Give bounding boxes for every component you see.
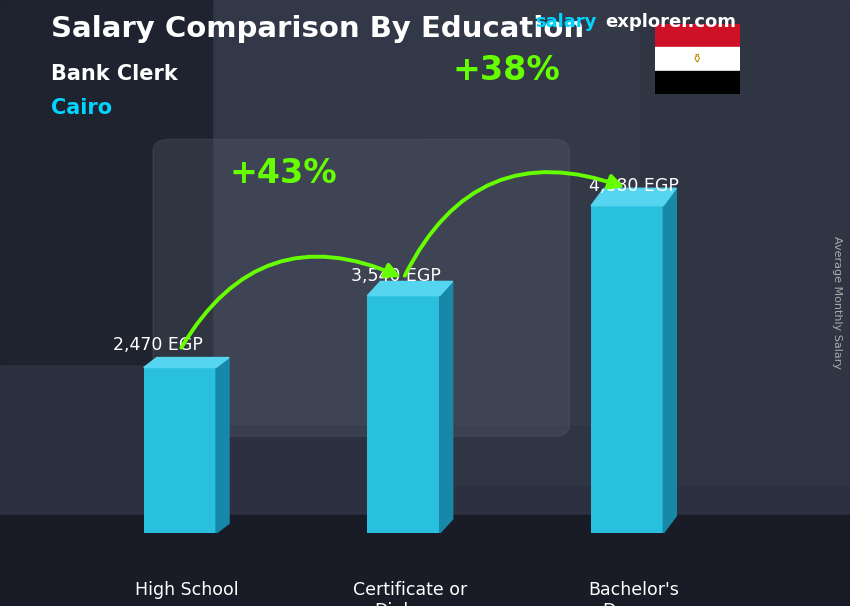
Polygon shape — [216, 358, 229, 533]
Text: explorer.com: explorer.com — [605, 13, 736, 32]
Polygon shape — [591, 188, 677, 205]
Text: 4,880 EGP: 4,880 EGP — [589, 177, 679, 195]
Text: +38%: +38% — [453, 53, 561, 87]
Polygon shape — [144, 358, 229, 367]
Polygon shape — [367, 281, 453, 296]
Polygon shape — [439, 281, 453, 533]
Bar — [654, 47, 740, 71]
Bar — [144, 367, 216, 533]
Text: ⚱: ⚱ — [692, 53, 702, 65]
Text: salary: salary — [536, 13, 597, 32]
Text: Average Monthly Salary: Average Monthly Salary — [832, 236, 842, 370]
Polygon shape — [663, 188, 677, 533]
Bar — [425, 0, 850, 485]
Bar — [212, 0, 638, 424]
Bar — [0, 0, 212, 364]
Text: +43%: +43% — [230, 157, 337, 190]
Text: Certificate or
Diploma: Certificate or Diploma — [354, 581, 468, 606]
Bar — [654, 71, 740, 94]
Bar — [367, 296, 439, 533]
Text: Bank Clerk: Bank Clerk — [51, 64, 178, 84]
Text: Cairo: Cairo — [51, 98, 112, 118]
Text: Bachelor's
Degree: Bachelor's Degree — [588, 581, 679, 606]
Text: 2,470 EGP: 2,470 EGP — [113, 336, 203, 354]
Bar — [654, 24, 740, 47]
Bar — [591, 205, 663, 533]
Text: 3,540 EGP: 3,540 EGP — [351, 267, 441, 285]
Bar — [0, 515, 850, 606]
Text: High School: High School — [135, 581, 239, 599]
Text: Salary Comparison By Education: Salary Comparison By Education — [51, 15, 584, 43]
FancyBboxPatch shape — [153, 139, 570, 436]
